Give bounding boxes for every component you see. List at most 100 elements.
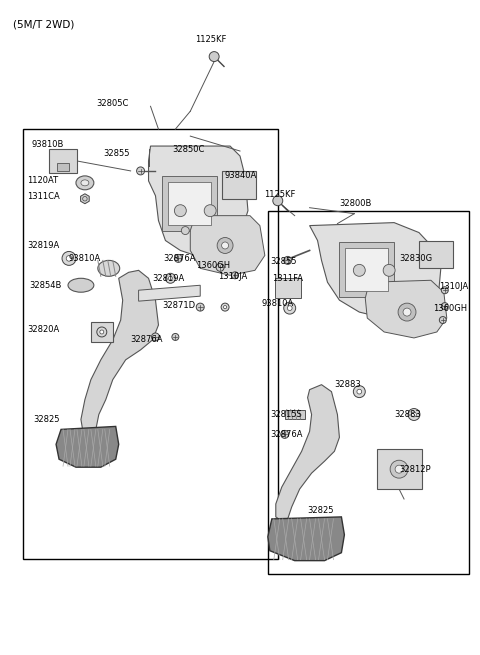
Text: 32855: 32855: [104, 149, 130, 157]
Bar: [91, 322, 113, 342]
Text: 1360GH: 1360GH: [433, 304, 467, 312]
Polygon shape: [276, 384, 339, 521]
Text: 32883: 32883: [394, 410, 421, 419]
Circle shape: [281, 430, 288, 438]
Text: 32815S: 32815S: [270, 410, 301, 419]
Ellipse shape: [383, 265, 395, 276]
Text: 32855: 32855: [270, 257, 296, 266]
Circle shape: [216, 263, 224, 271]
Bar: [275, 278, 300, 298]
Text: 32812P: 32812P: [399, 464, 431, 474]
Circle shape: [441, 287, 448, 293]
Circle shape: [441, 303, 448, 310]
Bar: [222, 171, 256, 198]
Bar: [23, 129, 278, 559]
Circle shape: [168, 276, 172, 280]
Polygon shape: [190, 215, 265, 275]
Text: 32819A: 32819A: [27, 241, 60, 250]
Ellipse shape: [204, 205, 216, 217]
Text: 93810B: 93810B: [31, 140, 63, 149]
Ellipse shape: [98, 261, 120, 276]
Circle shape: [209, 52, 219, 62]
Circle shape: [439, 316, 446, 324]
Text: 1120AT: 1120AT: [27, 176, 59, 185]
Text: 32854B: 32854B: [29, 281, 61, 290]
Text: 32850C: 32850C: [172, 145, 205, 153]
Text: 32800B: 32800B: [339, 199, 372, 208]
Bar: [285, 409, 305, 419]
Text: 32830G: 32830G: [399, 254, 432, 263]
Text: (5M/T 2WD): (5M/T 2WD): [13, 20, 75, 29]
Text: 32820A: 32820A: [27, 326, 60, 335]
Circle shape: [353, 386, 365, 398]
Text: 1310JA: 1310JA: [218, 272, 247, 281]
Text: 1311CA: 1311CA: [27, 193, 60, 201]
Text: 93810A: 93810A: [69, 254, 101, 263]
Circle shape: [166, 273, 175, 283]
Circle shape: [66, 255, 72, 261]
Polygon shape: [56, 426, 119, 467]
Ellipse shape: [68, 278, 94, 292]
Text: 32883: 32883: [335, 380, 361, 389]
Circle shape: [196, 303, 204, 311]
Bar: [57, 163, 69, 171]
Text: 32876A: 32876A: [164, 254, 196, 263]
Circle shape: [284, 302, 296, 314]
Bar: [162, 176, 217, 231]
Circle shape: [97, 327, 107, 337]
Text: 1360GH: 1360GH: [196, 261, 230, 270]
Text: 32871D: 32871D: [162, 301, 195, 310]
Ellipse shape: [390, 460, 408, 478]
Polygon shape: [310, 223, 441, 318]
Circle shape: [284, 256, 292, 265]
Text: 93840A: 93840A: [224, 172, 256, 180]
Bar: [419, 240, 453, 269]
Polygon shape: [365, 280, 447, 338]
Circle shape: [273, 196, 283, 206]
Circle shape: [412, 412, 416, 417]
Polygon shape: [81, 271, 158, 434]
Circle shape: [137, 167, 144, 175]
Circle shape: [357, 389, 362, 394]
Bar: [268, 211, 468, 574]
Text: 93810A: 93810A: [262, 299, 294, 308]
Circle shape: [174, 254, 182, 263]
Text: 1310JA: 1310JA: [439, 282, 468, 291]
Ellipse shape: [174, 205, 186, 217]
Circle shape: [172, 333, 179, 341]
Circle shape: [221, 303, 229, 311]
Ellipse shape: [217, 238, 233, 253]
Bar: [346, 248, 388, 291]
Text: 1125KF: 1125KF: [195, 35, 227, 44]
Bar: [168, 182, 211, 225]
Text: 32825: 32825: [308, 506, 334, 515]
Polygon shape: [81, 194, 89, 204]
Ellipse shape: [403, 308, 411, 316]
Circle shape: [288, 306, 292, 310]
Circle shape: [231, 272, 239, 279]
Bar: [377, 449, 422, 489]
Polygon shape: [148, 146, 248, 255]
Text: 32825: 32825: [33, 415, 60, 424]
Circle shape: [224, 305, 227, 309]
Circle shape: [100, 330, 104, 334]
Ellipse shape: [222, 242, 228, 249]
Ellipse shape: [353, 265, 365, 276]
Bar: [339, 242, 394, 297]
Bar: [49, 149, 77, 173]
Ellipse shape: [81, 180, 89, 186]
Ellipse shape: [398, 303, 416, 321]
Circle shape: [152, 333, 159, 341]
Polygon shape: [139, 285, 200, 301]
Circle shape: [408, 409, 420, 421]
Polygon shape: [268, 517, 344, 561]
Ellipse shape: [76, 176, 94, 190]
Text: 32876A: 32876A: [131, 335, 163, 345]
Text: 32805C: 32805C: [96, 99, 128, 108]
Circle shape: [62, 252, 76, 265]
Text: 1311FA: 1311FA: [272, 274, 303, 283]
Ellipse shape: [395, 465, 403, 473]
Text: 1125KF: 1125KF: [264, 190, 295, 199]
Text: 32819A: 32819A: [153, 274, 185, 283]
Text: 32876A: 32876A: [270, 430, 302, 439]
